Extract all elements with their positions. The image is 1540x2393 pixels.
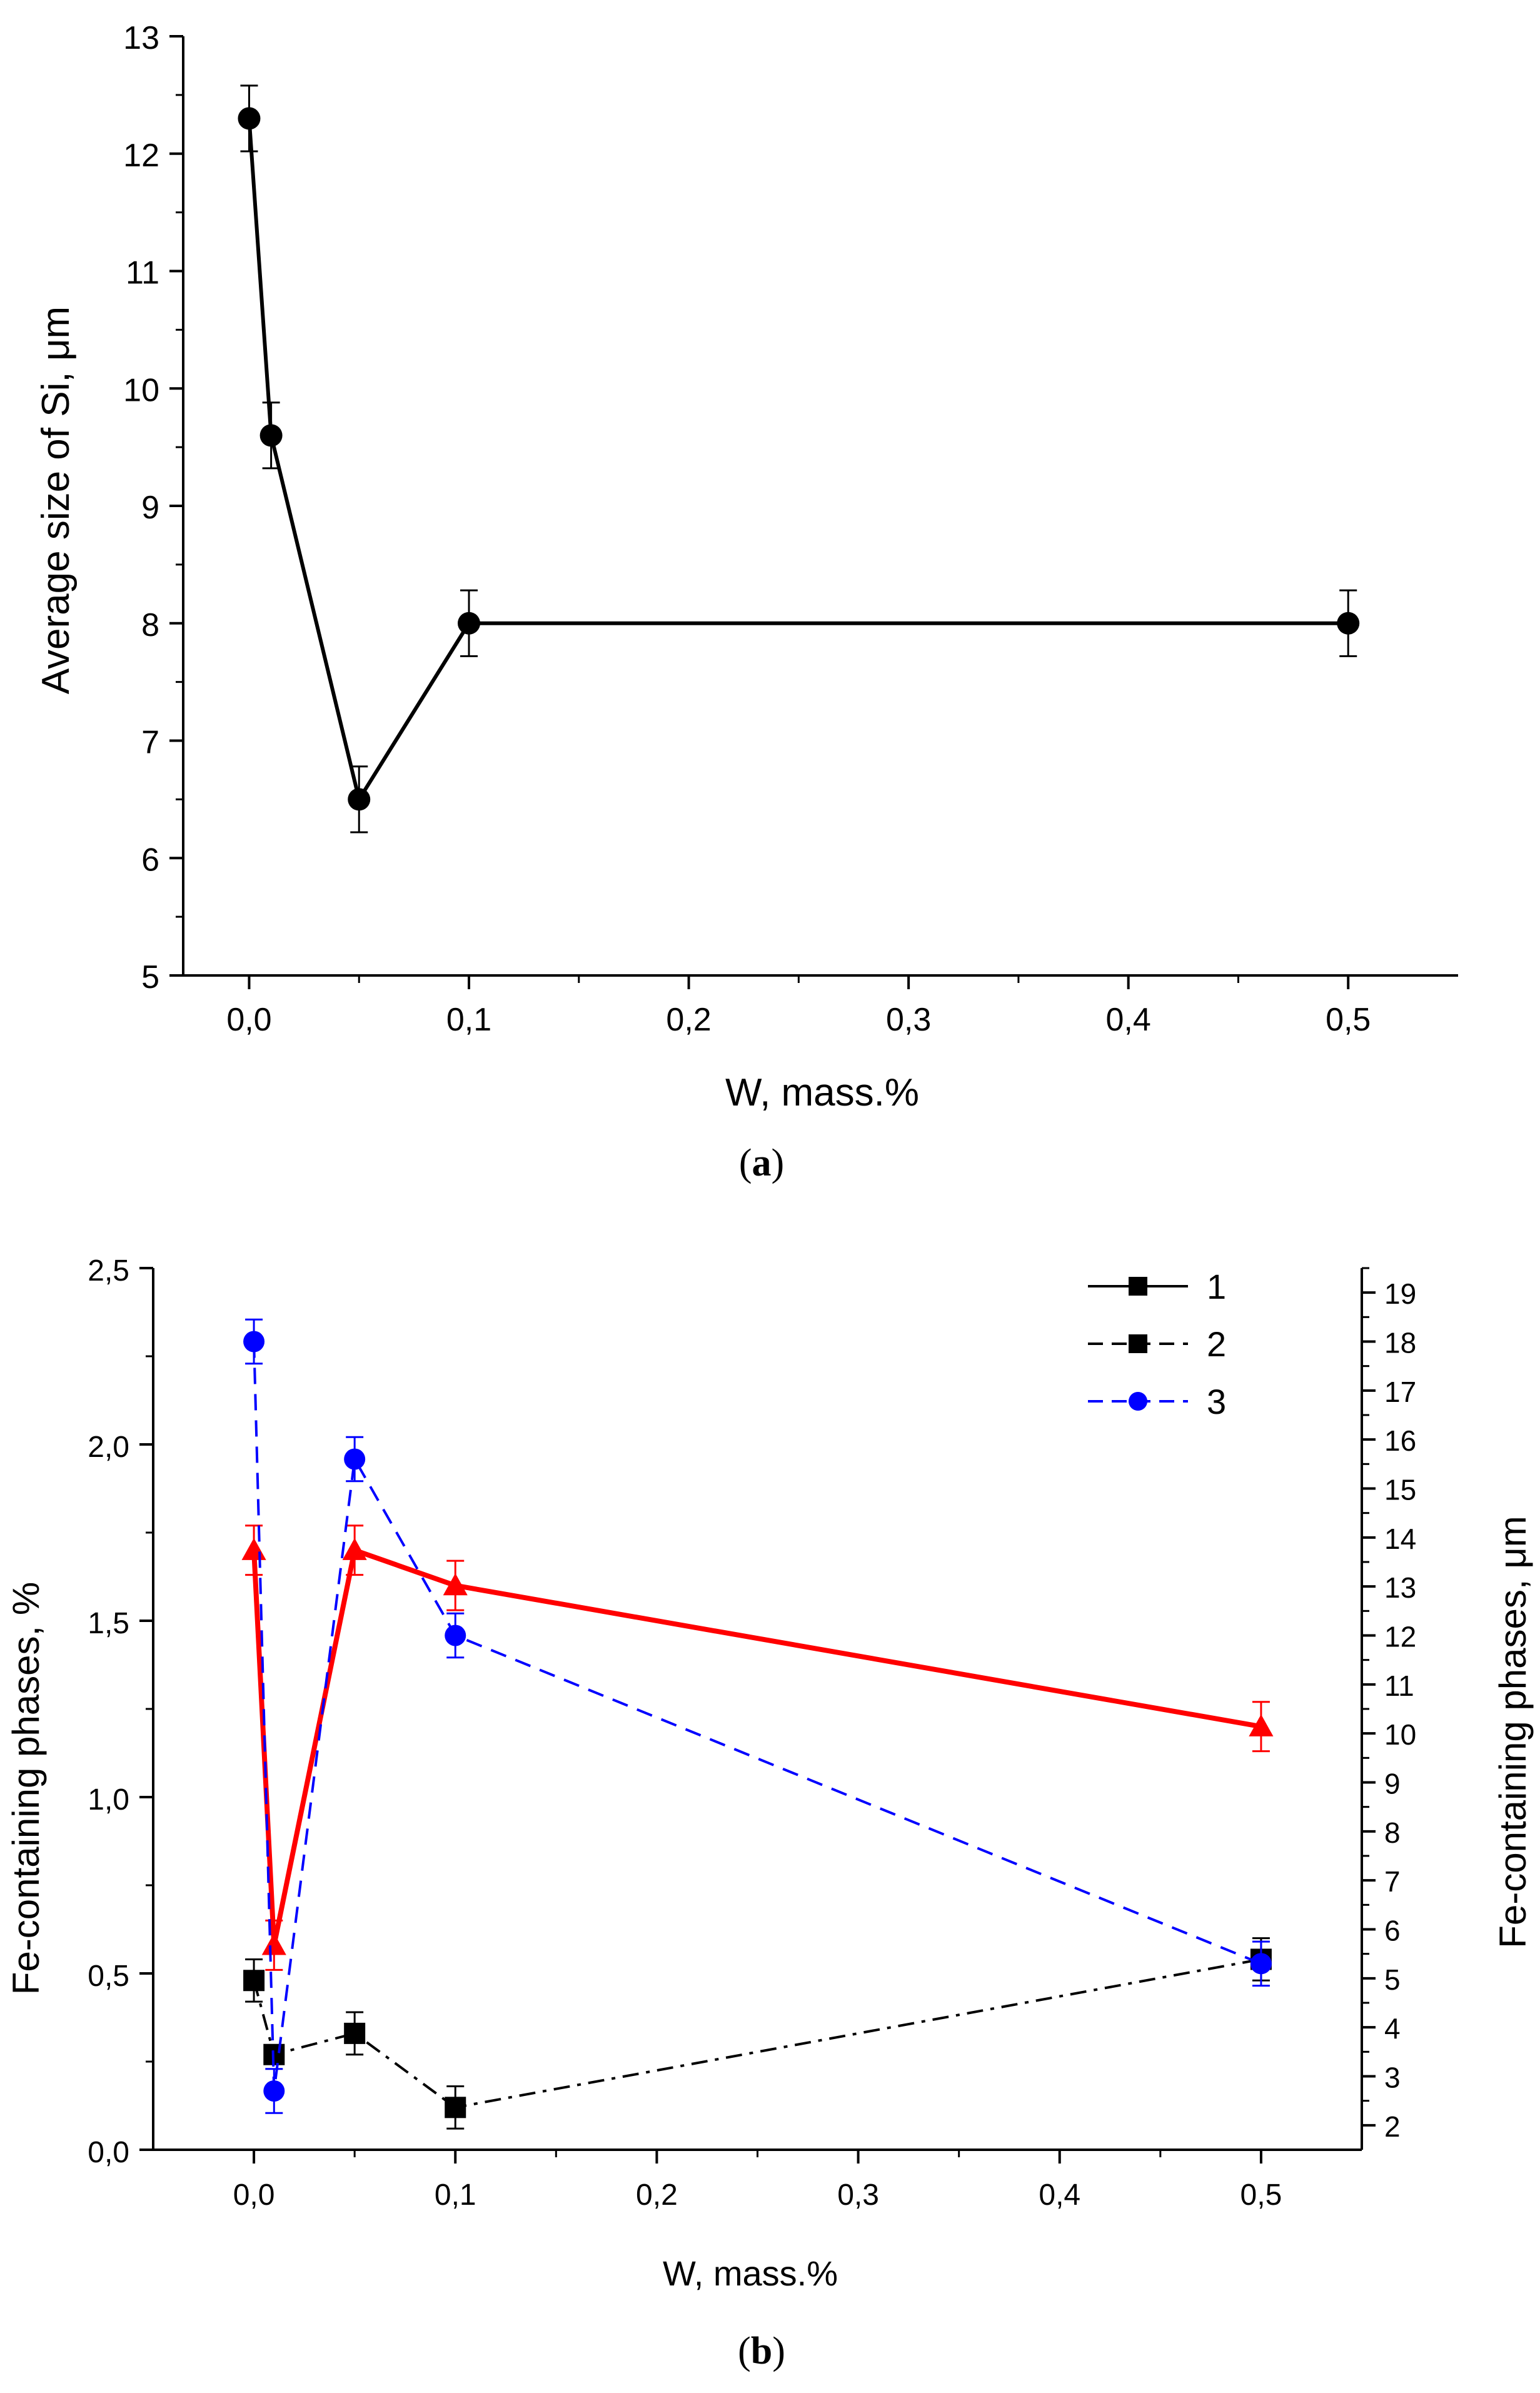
y-tick-label: 2,0 bbox=[88, 1431, 129, 1464]
x-tick-label: 0,4 bbox=[1106, 1002, 1151, 1038]
x-tick-label: 0,3 bbox=[837, 2179, 879, 2212]
right-y-tick-label: 6 bbox=[1384, 1915, 1401, 1947]
chart-a-y-axis-label: Average size of Si, μm bbox=[34, 306, 78, 694]
y-tick-label: 13 bbox=[123, 20, 159, 56]
series-1-line bbox=[253, 1958, 1262, 2109]
right-y-tick-label: 8 bbox=[1384, 1816, 1401, 1849]
series-2 bbox=[241, 1524, 1274, 1971]
right-y-tick-label: 12 bbox=[1384, 1621, 1416, 1653]
chart-b-axes: 0,0 0,1 0,2 0,3 0,4 0,5 0,0 0,5 1,0 1,5 2,0 2,5 2 3 4 5… bbox=[88, 1254, 1416, 2212]
x-tick-label: 0,0 bbox=[233, 2179, 275, 2212]
series-1-line bbox=[247, 118, 1349, 802]
right-y-tick-label: 3 bbox=[1384, 2062, 1401, 2094]
chart-b-caption-letter: b bbox=[751, 2330, 772, 2372]
right-y-tick-label: 19 bbox=[1384, 1277, 1416, 1310]
data-point bbox=[241, 1538, 266, 1560]
y-tick-label: 12 bbox=[123, 138, 159, 174]
y-tick-label: 8 bbox=[141, 607, 159, 643]
chart-a-caption: (a) bbox=[739, 1142, 784, 1184]
data-point bbox=[1249, 1714, 1274, 1736]
legend-label: 3 bbox=[1207, 1382, 1226, 1421]
y-tick-label: 2,5 bbox=[88, 1254, 129, 1287]
data-point bbox=[445, 1625, 466, 1646]
x-tick-label: 0,5 bbox=[1326, 1002, 1371, 1038]
series-1 bbox=[243, 1937, 1272, 2130]
series-2-line bbox=[251, 1548, 1262, 1948]
legend-marker bbox=[1129, 1392, 1147, 1411]
chart-a-marks bbox=[238, 84, 1360, 834]
data-point bbox=[263, 2080, 285, 2102]
chart-a-axes: 0,0 0,1 0,2 0,3 0,4 0,5 5 6 7 8 9 10 11 12 13 bbox=[123, 20, 1458, 1038]
series-3-line bbox=[253, 1341, 1262, 2092]
x-tick-label: 0,1 bbox=[435, 2179, 476, 2212]
right-y-tick-label: 10 bbox=[1384, 1718, 1416, 1751]
chart-a-caption-letter: a bbox=[752, 1142, 772, 1184]
data-point bbox=[348, 788, 371, 811]
right-y-tick-label: 13 bbox=[1384, 1571, 1416, 1604]
y-tick-label: 1,0 bbox=[88, 1783, 129, 1816]
y-tick-label: 0,0 bbox=[88, 2136, 129, 2169]
x-tick-label: 0,1 bbox=[446, 1002, 491, 1038]
right-y-tick-label: 9 bbox=[1384, 1768, 1401, 1800]
right-y-tick-label: 4 bbox=[1384, 2012, 1401, 2045]
chart-a-x-axis-label: W, mass.% bbox=[725, 1071, 919, 1114]
data-point bbox=[443, 1573, 468, 1596]
data-point bbox=[344, 2022, 366, 2044]
y-tick-label: 6 bbox=[141, 842, 159, 878]
legend-label: 2 bbox=[1207, 1324, 1226, 1364]
data-point bbox=[259, 424, 283, 447]
y-tick-label: 10 bbox=[123, 372, 159, 408]
right-y-tick-label: 15 bbox=[1384, 1474, 1416, 1506]
y-tick-label: 9 bbox=[141, 490, 159, 526]
y-tick-label: 0,5 bbox=[88, 1960, 129, 1993]
legend-label: 1 bbox=[1207, 1267, 1226, 1306]
x-tick-label: 0,4 bbox=[1039, 2179, 1080, 2212]
chart-b-right-y-axis-label: Fe-containing phases, μm bbox=[1492, 1516, 1534, 1948]
right-y-tick-label: 14 bbox=[1384, 1523, 1416, 1555]
chart-b-caption: (b) bbox=[738, 2330, 785, 2372]
right-y-tick-label: 11 bbox=[1384, 1670, 1414, 1702]
right-y-tick-label: 5 bbox=[1384, 1963, 1401, 1996]
x-tick-label: 0,3 bbox=[886, 1002, 931, 1038]
series-3 bbox=[243, 1318, 1272, 2114]
data-point bbox=[243, 1970, 265, 1992]
data-point bbox=[243, 1331, 265, 1353]
right-y-tick-label: 17 bbox=[1384, 1376, 1416, 1408]
chart-b: 0,0 0,1 0,2 0,3 0,4 0,5 0,0 0,5 1,0 1,5 2,0 2,5 2 3 4 5… bbox=[5, 1254, 1534, 2372]
series-1 bbox=[238, 84, 1360, 834]
data-point bbox=[458, 612, 481, 635]
data-point bbox=[238, 107, 261, 130]
x-tick-label: 0,5 bbox=[1241, 2179, 1282, 2212]
data-point bbox=[344, 1448, 366, 1470]
y-tick-label: 7 bbox=[141, 725, 159, 761]
y-tick-label: 1,5 bbox=[88, 1607, 129, 1640]
chart-b-marks bbox=[241, 1318, 1274, 2130]
chart-b-legend: 1 2 3 bbox=[1088, 1267, 1226, 1421]
data-point bbox=[1250, 1953, 1272, 1975]
x-tick-label: 0,2 bbox=[666, 1002, 711, 1038]
right-y-tick-label: 16 bbox=[1384, 1424, 1416, 1457]
chart-b-x-axis-label: W, mass.% bbox=[663, 2254, 838, 2293]
right-y-tick-label: 18 bbox=[1384, 1327, 1416, 1359]
legend-marker bbox=[1129, 1334, 1147, 1353]
x-tick-label: 0,0 bbox=[226, 1002, 271, 1038]
y-tick-label: 11 bbox=[126, 255, 159, 291]
data-point bbox=[261, 1933, 286, 1955]
x-tick-label: 0,2 bbox=[636, 2179, 678, 2212]
right-y-tick-label: 7 bbox=[1384, 1865, 1401, 1898]
right-y-tick-label: 2 bbox=[1384, 2110, 1401, 2143]
chart-a: 0,0 0,1 0,2 0,3 0,4 0,5 5 6 7 8 9 10 11 12 13 W, mass.… bbox=[34, 20, 1458, 1184]
chart-b-left-y-axis-label: Fe-containing phases, % bbox=[5, 1582, 47, 1995]
data-point bbox=[342, 1538, 367, 1560]
data-point bbox=[445, 2097, 466, 2118]
legend-marker bbox=[1129, 1277, 1147, 1296]
y-tick-label: 5 bbox=[141, 959, 159, 995]
data-point bbox=[1337, 612, 1360, 635]
